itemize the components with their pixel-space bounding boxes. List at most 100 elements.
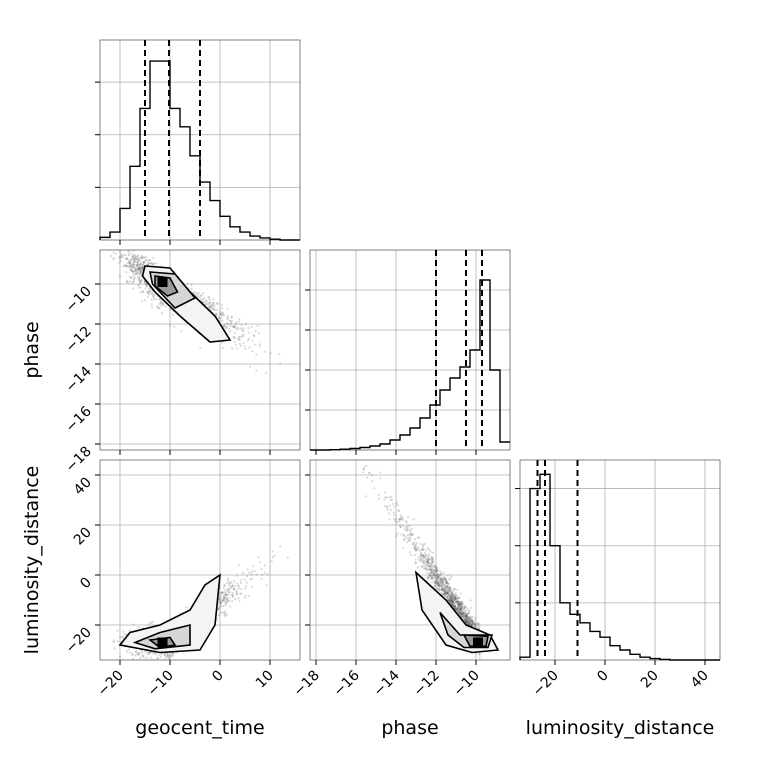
scatter-point [232,336,235,339]
scatter-point [466,616,469,619]
scatter-point [196,295,200,298]
scatter-point [218,597,221,600]
scatter-point [443,593,447,596]
scatter-point [449,598,452,601]
scatter-point [444,586,447,590]
scatter-point [401,518,404,521]
scatter-point [461,612,465,615]
scatter-point [383,498,386,501]
scatter-point [448,593,451,596]
scatter-point [133,257,136,260]
scatter-point [119,260,122,263]
scatter-point [451,593,454,596]
scatter-point [135,257,138,260]
scatter-point [456,594,459,597]
scatter-point [186,282,189,285]
scatter-point [450,600,453,603]
scatter-point [211,304,214,307]
scatter-point [469,606,473,609]
scatter-point [218,600,221,603]
scatter-point [225,597,228,600]
scatter-point [434,566,437,569]
scatter-point [456,603,460,606]
scatter-point [441,578,444,582]
scatter-point [478,625,481,628]
scatter-point [444,591,447,594]
scatter-point [429,557,432,561]
scatter-point [474,617,477,620]
scatter-point [253,335,256,338]
scatter-point [436,567,439,570]
density-peak [157,637,168,648]
scatter-point [469,623,472,626]
scatter-point [140,256,143,259]
scatter-point [235,590,238,593]
scatter-point [467,619,470,622]
scatter-point [408,533,411,536]
scatter-point [411,542,414,545]
scatter-point [459,608,462,611]
ytick-label-phase: −12 [63,324,95,356]
scatter-point [466,620,469,623]
scatter-point [467,620,470,623]
scatter-point [216,302,219,305]
scatter-point [443,577,446,580]
scatter-point [220,592,223,595]
scatter-point [440,583,443,586]
scatter-point [423,542,426,546]
scatter-point [450,594,453,598]
scatter-point [444,578,447,581]
scatter-point [467,620,470,623]
scatter-point [443,594,446,598]
scatter-point [442,576,445,579]
scatter-point [153,652,156,655]
scatter-point [427,562,430,565]
scatter-point [417,549,420,552]
scatter-point [424,562,427,565]
scatter-point [228,319,231,322]
scatter-point [159,301,162,304]
scatter-point [213,308,216,311]
scatter-point [139,256,142,259]
scatter-point [393,505,396,508]
scatter-point [451,592,454,595]
scatter-point [219,312,222,315]
scatter-point [131,258,134,261]
scatter-point [437,583,440,587]
scatter-point [458,601,461,604]
scatter-point [240,327,243,330]
scatter-point [156,306,159,309]
scatter-point [459,607,462,610]
scatter-point [136,652,139,655]
scatter-point [457,610,460,613]
scatter-point [415,548,418,551]
scatter-point [450,597,453,600]
scatter-point [440,581,443,584]
scatter-point [118,275,122,278]
scatter-point [421,566,424,569]
scatter-point [452,594,455,597]
scatter-point [213,308,216,311]
scatter-point [466,612,470,615]
scatter-point [455,609,458,613]
scatter-point [441,589,445,592]
scatter-point [467,622,470,625]
scatter-point [171,313,174,316]
scatter-point [131,255,134,258]
scatter-point [454,605,457,608]
scatter-point [465,613,468,616]
scatter-point [146,651,149,654]
scatter-point [399,525,402,528]
scatter-point [452,603,455,606]
scatter-point [150,298,153,301]
scatter-point [237,587,240,590]
scatter-point [464,619,467,622]
scatter-point [437,585,440,588]
scatter-point [462,611,465,614]
scatter-point [433,573,436,576]
scatter-point [127,648,130,651]
scatter-point [248,571,251,574]
scatter-point [426,568,429,571]
scatter-point [126,257,129,260]
scatter-point [451,600,455,603]
